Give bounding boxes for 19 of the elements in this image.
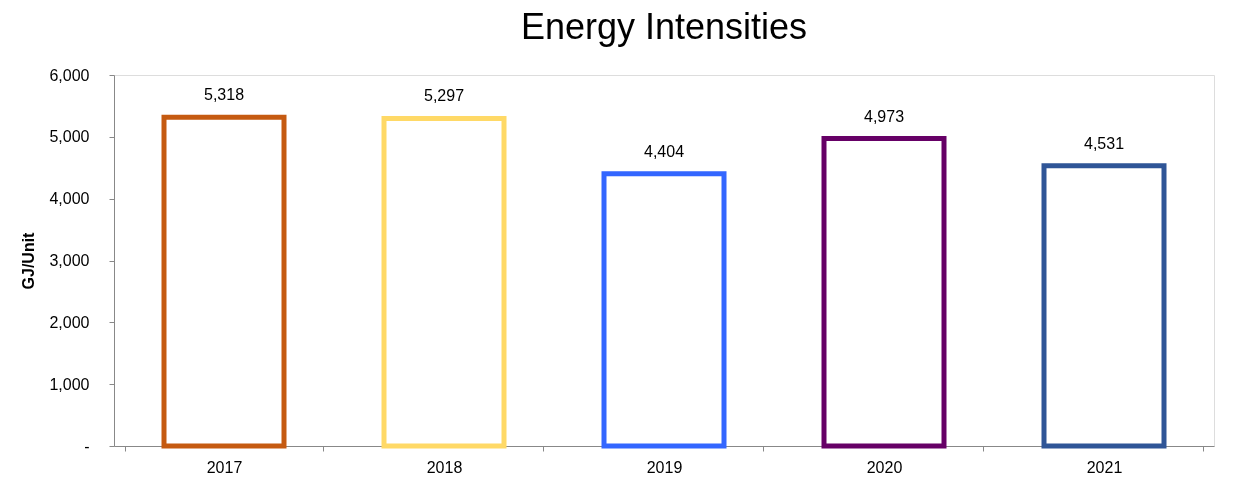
- y-tick-label: 1,000: [49, 375, 90, 393]
- data-label: 5,297: [423, 87, 465, 105]
- x-tick-label: 2020: [866, 458, 903, 476]
- y-tick-label: 3,000: [49, 252, 90, 269]
- data-label: 4,404: [643, 142, 685, 160]
- y-tick-label: 5,000: [49, 128, 90, 146]
- x-tick-label: 2019: [646, 458, 683, 476]
- chart-title: Energy Intensities: [520, 6, 808, 47]
- y-tick-label: -: [84, 437, 90, 455]
- data-label: 4,531: [1083, 134, 1125, 152]
- y-axis-title: GJ/Unit: [20, 231, 38, 290]
- y-tick-label: 2,000: [49, 313, 90, 331]
- x-tick-label: 2018: [426, 458, 463, 476]
- y-tick-label: 4,000: [49, 190, 90, 208]
- data-label: 5,318: [203, 86, 245, 104]
- y-tick-label: 6,000: [49, 66, 90, 84]
- data-label: 4,973: [863, 107, 905, 125]
- x-tick-label: 2021: [1086, 458, 1123, 476]
- x-tick-label: 2017: [206, 458, 243, 476]
